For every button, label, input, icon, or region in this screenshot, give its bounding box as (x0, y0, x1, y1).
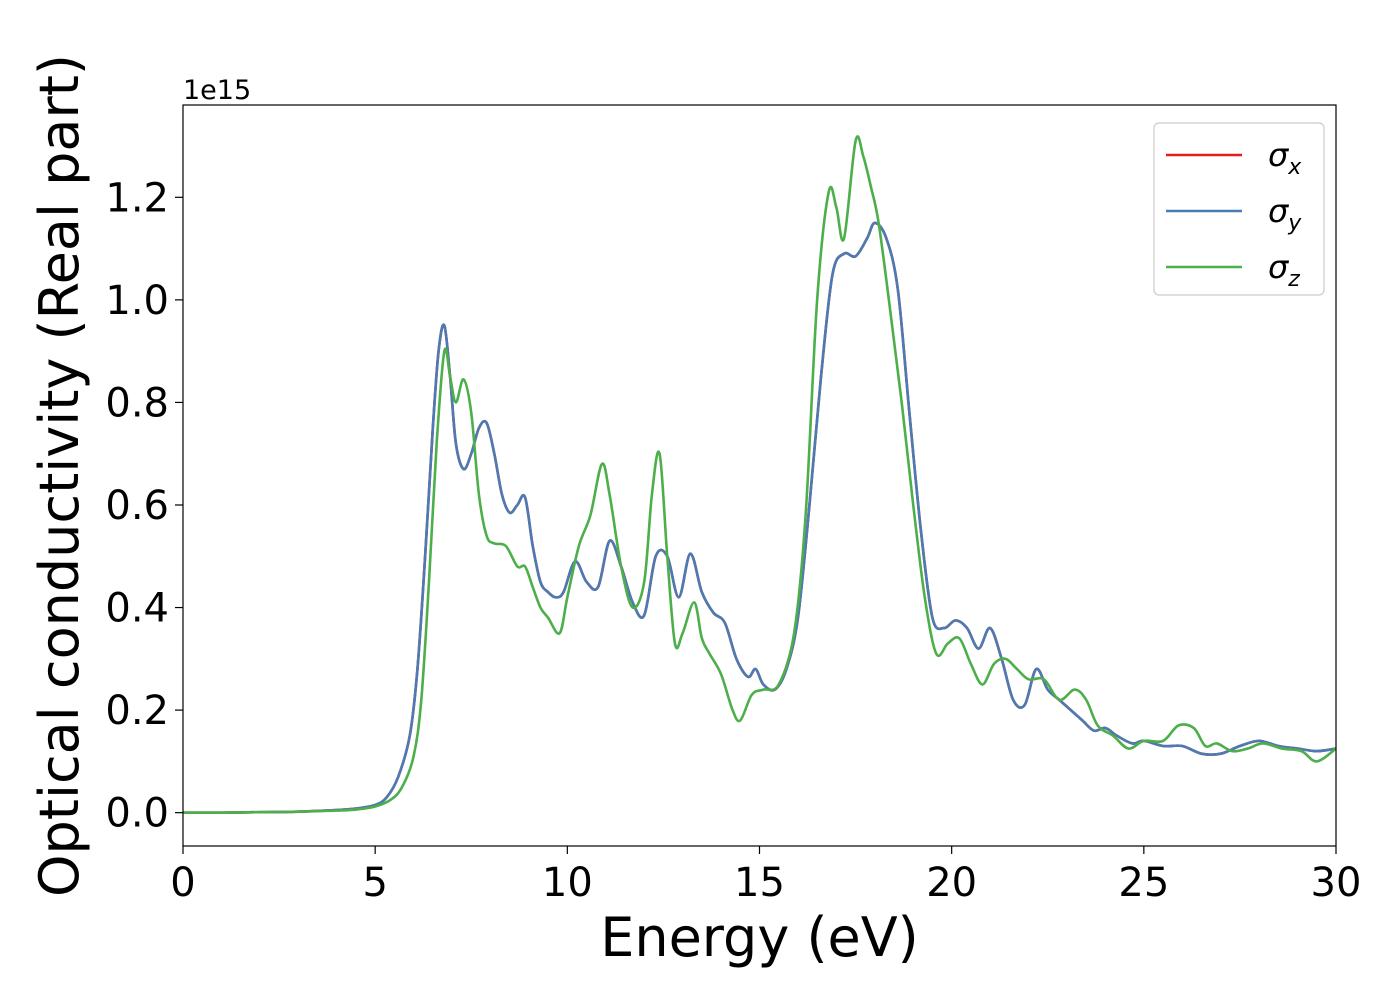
y-axis-label: Optical conductivity (Real part) (28, 54, 91, 897)
y-tick-label: 1.0 (105, 278, 169, 324)
legend-label-z: σz (1268, 248, 1300, 292)
legend: σx σy σz (1153, 122, 1325, 296)
x-tick-label: 10 (542, 860, 593, 906)
series-layer (183, 135, 1336, 815)
x-tick-label: 0 (170, 860, 195, 906)
plot-area (182, 104, 1337, 847)
y-tick-label: 0.4 (105, 586, 169, 632)
y-tick-label: 0.6 (105, 483, 169, 529)
y-tick-label: 0.2 (105, 688, 169, 734)
x-axis-ticks: 0 5 10 15 20 25 30 (170, 846, 1361, 906)
x-tick-label: 25 (1118, 860, 1169, 906)
x-tick-label: 20 (926, 860, 977, 906)
legend-box (1153, 122, 1325, 296)
legend-label-x: σx (1268, 136, 1302, 180)
x-tick-label: 15 (734, 860, 785, 906)
y-tick-label: 1.2 (105, 175, 169, 221)
x-tick-label: 30 (1311, 860, 1362, 906)
x-tick-label: 5 (362, 860, 387, 906)
y-offset-label: 1e15 (183, 75, 251, 106)
x-axis-label: Energy (eV) (600, 906, 919, 969)
y-tick-label: 0.0 (105, 791, 169, 837)
y-axis-ticks: 0.0 0.2 0.4 0.6 0.8 1.0 1.2 (105, 175, 183, 837)
y-tick-label: 0.8 (105, 380, 169, 426)
series-line-z (183, 135, 1336, 815)
legend-label-y: σy (1268, 192, 1302, 236)
